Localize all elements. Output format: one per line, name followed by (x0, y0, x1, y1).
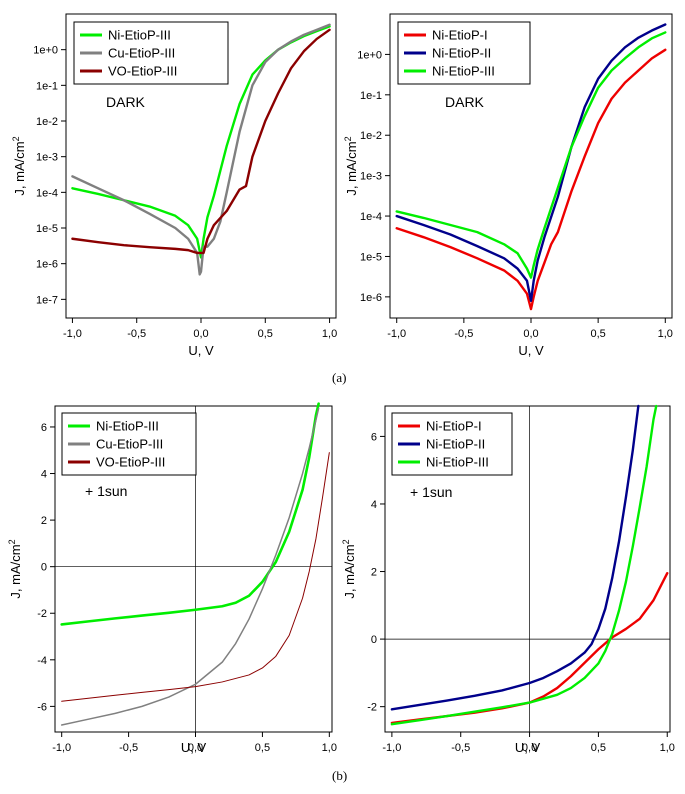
series-line (60, 402, 320, 626)
legend-label: VO-EtioP-III (96, 455, 165, 470)
x-tick-label: -1,0 (387, 328, 406, 340)
y-axis-label: J, mA/cm2 (11, 136, 27, 195)
x-tick-label: 0,0 (522, 742, 537, 754)
y-tick-label: 1e-3 (36, 152, 58, 164)
legend-label: Ni-EtioP-II (432, 46, 491, 61)
x-tick-label: 0,0 (188, 742, 203, 754)
legend-label: VO-EtioP-III (108, 64, 177, 79)
caption-b: (b) (332, 768, 348, 783)
y-tick-label: 1e-7 (36, 294, 58, 306)
annotation: + 1sun (85, 483, 127, 499)
series-line (71, 28, 331, 255)
series-line (60, 407, 320, 726)
y-tick-label: 6 (371, 431, 377, 443)
y-tick-label: 6 (41, 422, 47, 434)
legend-label: Cu-EtioP-III (108, 46, 175, 61)
x-tick-label: -0,5 (451, 742, 470, 754)
annotation: + 1sun (410, 484, 452, 500)
x-tick-label: 1,0 (322, 742, 337, 754)
series-line (390, 404, 640, 711)
x-tick-label: 0,0 (193, 328, 208, 340)
y-tick-label: 1e-2 (360, 130, 382, 142)
plot-frame (384, 405, 671, 733)
y-tick-label: 1e-3 (360, 171, 382, 183)
y-tick-label: -2 (367, 702, 377, 714)
y-tick-label: 1e-5 (360, 251, 382, 263)
plot-frame (54, 405, 333, 733)
y-axis-label: J, mA/cm2 (343, 136, 359, 195)
x-tick-label: -1,0 (63, 328, 82, 340)
x-tick-label: -0,5 (119, 742, 138, 754)
y-tick-label: 1e-5 (36, 223, 58, 235)
y-tick-label: 1e-4 (36, 187, 58, 199)
series-line (390, 404, 658, 726)
y-tick-label: 0 (41, 562, 47, 574)
caption-a: (a) (332, 370, 347, 385)
y-tick-label: 1e-1 (360, 90, 382, 102)
x-tick-label: 0,0 (523, 328, 538, 340)
legend-label: Ni-EtioP-I (432, 28, 488, 43)
y-tick-label: 2 (371, 567, 377, 579)
x-tick-label: 1,0 (660, 742, 675, 754)
series-line (61, 452, 330, 702)
legend-label: Ni-EtioP-III (108, 28, 171, 43)
y-tick-label: 2 (41, 515, 47, 527)
x-tick-label: -0,5 (454, 328, 473, 340)
x-tick-label: 1,0 (322, 328, 337, 340)
legend-label: Ni-EtioP-III (96, 419, 159, 434)
series-line (71, 23, 331, 276)
chart-a-right: -1,0 -0,5 0,0 0,5 1,0 1e-6 1e-5 1e-4 1e-3 1e-2 1e-… (343, 13, 673, 358)
x-axis-label: U, V (188, 343, 214, 358)
chart-b-left: -1,0 -0,5 0,0 0,5 1,0 -6 -4 -2 0 2 4 6 Ni-EtioP-III C… (7, 402, 337, 755)
y-tick-label: -6 (37, 701, 47, 713)
x-axis-label: U, V (181, 740, 207, 755)
x-tick-label: 0,5 (258, 328, 273, 340)
y-tick-label: 0 (371, 634, 377, 646)
x-tick-label: 0,5 (591, 742, 606, 754)
y-tick-label: 1e+0 (357, 49, 382, 61)
y-tick-label: -4 (37, 655, 47, 667)
y-axis-label: J, mA/cm2 (7, 539, 23, 598)
y-tick-label: 1e-6 (360, 292, 382, 304)
legend-label: Cu-EtioP-III (96, 437, 163, 452)
x-tick-label: 0,5 (255, 742, 270, 754)
annotation: DARK (106, 94, 146, 110)
y-tick-label: 1e-2 (36, 116, 58, 128)
y-axis-label: J, mA/cm2 (341, 539, 357, 598)
y-tick-label: -2 (37, 608, 47, 620)
x-tick-label: -1,0 (382, 742, 401, 754)
y-tick-label: 1e-6 (36, 259, 58, 271)
series-line (395, 23, 667, 302)
legend-label: Ni-EtioP-II (426, 437, 485, 452)
y-tick-label: 4 (371, 499, 377, 511)
legend-label: Ni-EtioP-III (426, 455, 489, 470)
legend-label: Ni-EtioP-I (426, 419, 482, 434)
x-tick-label: -0,5 (127, 328, 146, 340)
x-tick-label: 1,0 (658, 328, 673, 340)
x-tick-label: -1,0 (52, 742, 71, 754)
y-tick-label: 4 (41, 469, 47, 481)
annotation: DARK (445, 94, 485, 110)
x-tick-label: 0,5 (590, 328, 605, 340)
y-tick-label: 1e+0 (33, 45, 58, 57)
y-tick-label: 1e-4 (360, 211, 382, 223)
series-line (395, 31, 667, 279)
y-tick-label: 1e-1 (36, 80, 58, 92)
chart-b-right: -1,0 -0,5 0,0 0,5 1,0 -2 0 2 4 6 Ni-EtioP-I Ni-Etio… (341, 404, 675, 755)
series-line (395, 48, 667, 311)
x-axis-label: U, V (518, 343, 544, 358)
chart-a-left: -1,0 -0,5 0,0 0,5 1,0 1e-7 1e-6 1e-5 1e-4 1e-3 1e-… (11, 13, 337, 358)
x-axis-label: U, V (515, 740, 541, 755)
legend-label: Ni-EtioP-III (432, 64, 495, 79)
